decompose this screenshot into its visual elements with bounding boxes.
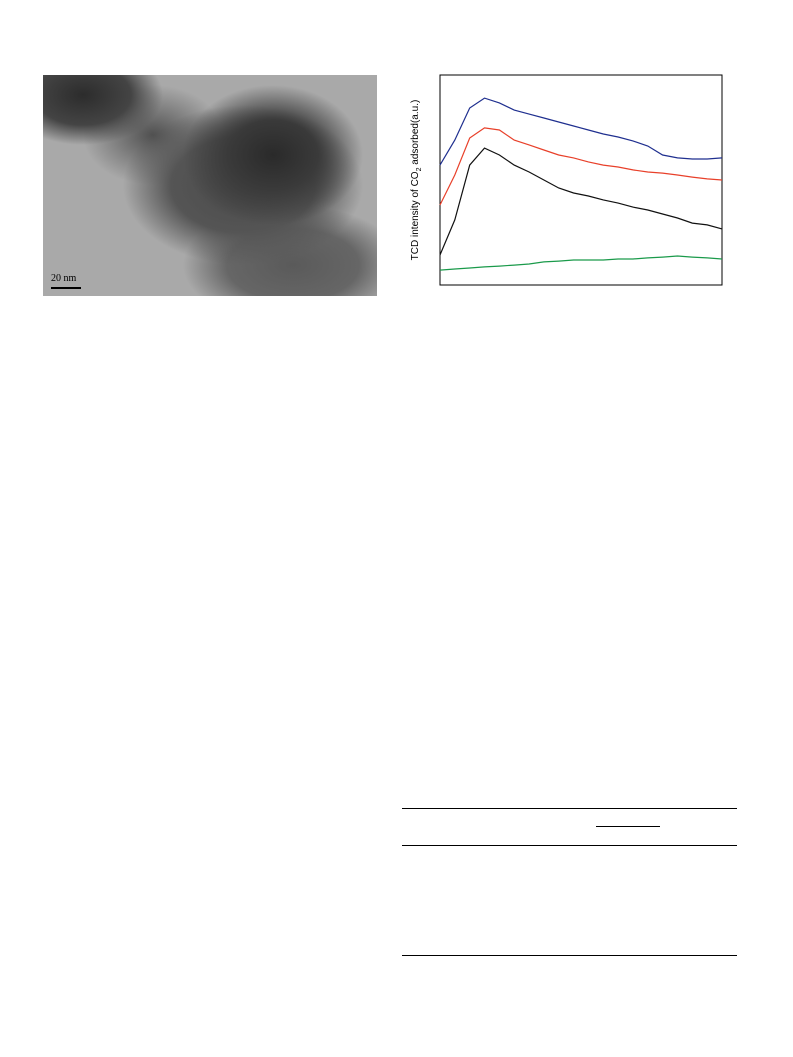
y-label-sub: 2 (416, 167, 423, 171)
tem-image: 20 nm (43, 75, 377, 296)
data-line (439, 127, 723, 206)
data-line (439, 255, 723, 271)
scale-bar-label: 20 nm (51, 273, 77, 284)
table-rule (402, 955, 737, 956)
data-line (439, 147, 723, 256)
plot-frame (439, 74, 723, 286)
table-rule (402, 808, 737, 809)
data-line (439, 97, 723, 166)
y-axis-label: TCD intensity of CO2 adsorbed(a.u.) (410, 100, 423, 261)
y-label-part: TCD intensity of CO (410, 171, 421, 260)
scale-bar (51, 287, 81, 289)
table-rule (402, 845, 737, 846)
y-label-part: adsorbed(a.u.) (410, 100, 421, 168)
chart: TCD intensity of CO2 adsorbed(a.u.) (410, 74, 723, 286)
table-rule (596, 826, 660, 827)
